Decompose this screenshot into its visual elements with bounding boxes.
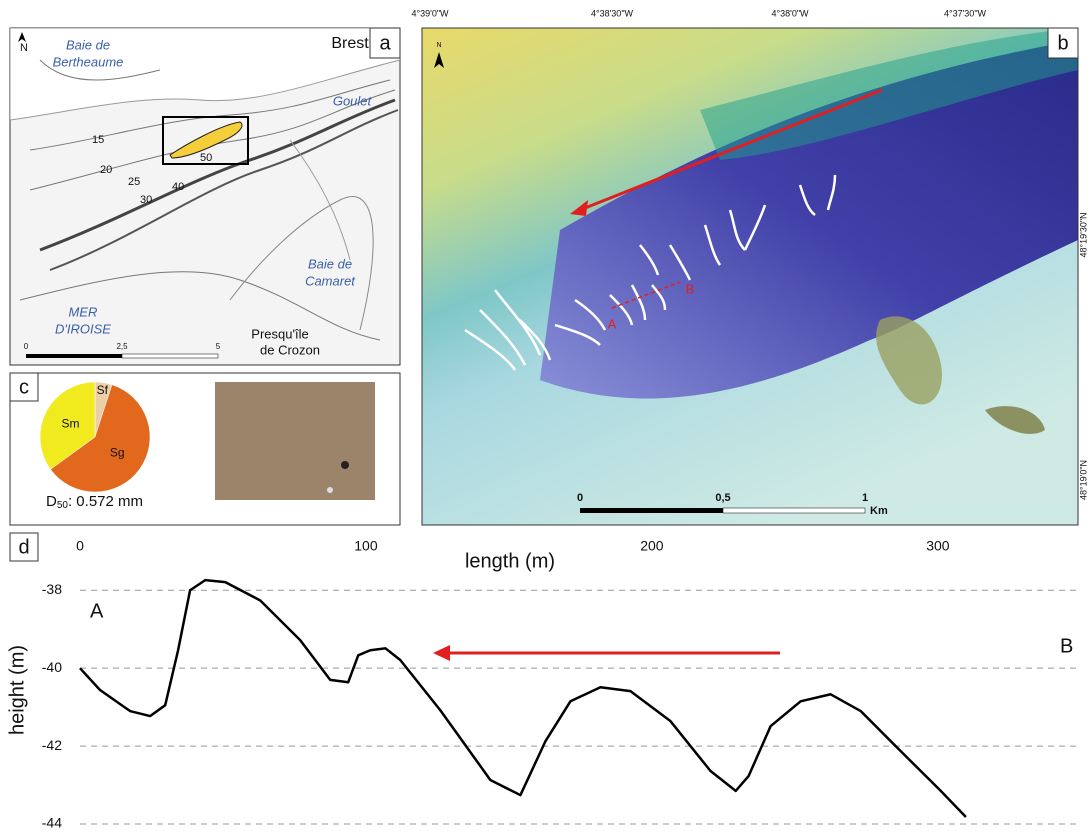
depth-label: 50 <box>200 152 212 164</box>
profile-line <box>80 580 966 817</box>
scale-label: 5 <box>216 342 221 351</box>
pie-label: Sf <box>97 383 109 397</box>
line-chart: 0 100 200 300 -38 -40 -42 -44 length (m) height (… <box>6 538 1078 831</box>
longitude-label: 4°38'30"W <box>591 8 634 18</box>
x-tick-label: 300 <box>926 538 950 554</box>
d50-subscript: 50 <box>57 500 69 511</box>
north-label: N <box>20 42 28 54</box>
sediment-grain <box>341 461 349 469</box>
depth-label: 30 <box>140 194 152 206</box>
place-label: Baie de <box>66 37 110 52</box>
profile-label: A <box>608 316 617 331</box>
place-label: de Crozon <box>260 342 320 357</box>
panel-d: d 0 100 200 300 -38 -40 -42 -44 length (m) height… <box>6 533 1078 831</box>
scale-unit: Km <box>870 505 888 517</box>
panel-a: a Brest N Baie de Bertheaume Goulet MER … <box>10 28 400 365</box>
profile-end: B <box>1060 635 1073 657</box>
pie-label: Sg <box>110 445 125 459</box>
pie-chart: Sf Sg Sm <box>40 382 150 492</box>
sediment-texture <box>215 382 375 500</box>
scale-bar <box>122 354 218 358</box>
profile-label: B <box>686 281 695 296</box>
latitude-label: 48°19'0"N <box>1078 460 1088 500</box>
panel-b: b N A B 4°39'0"W 4°38'30"W 4°38'0"W 4°37… <box>411 8 1088 525</box>
place-label: Baie de <box>308 256 352 271</box>
x-tick-label: 100 <box>354 538 378 554</box>
scale-label: 0 <box>24 342 29 351</box>
place-label: D'IROISE <box>55 321 111 336</box>
place-label: Camaret <box>305 273 356 288</box>
x-tick-label: 200 <box>640 538 664 554</box>
body: {"panel_a": {"label": "a", "city": "Bres… <box>0 0 1090 834</box>
panel-label: b <box>1057 32 1068 54</box>
depth-label: 20 <box>100 164 112 176</box>
d50-value: : 0.572 mm <box>68 493 143 510</box>
page: Figure body { margin: 0; background: #ff… <box>0 0 1090 834</box>
flow-arrow-head <box>433 645 450 661</box>
longitude-label: 4°37'30"W <box>944 8 987 18</box>
panel-c: c Sf Sg Sm D50: 0.572 mm <box>10 373 400 525</box>
scale-bar <box>26 354 122 358</box>
panel-label: c <box>19 376 29 398</box>
depth-label: 15 <box>92 134 104 146</box>
y-tick-label: -42 <box>42 737 62 753</box>
place-label: Bertheaume <box>53 54 124 69</box>
place-label: Presqu'île <box>251 326 308 341</box>
y-axis-title: height (m) <box>6 645 28 735</box>
sediment-grain <box>327 487 333 493</box>
panel-label: a <box>379 32 391 54</box>
scale-label: 0,5 <box>715 492 730 504</box>
figure: a Brest N Baie de Bertheaume Goulet MER … <box>0 0 1090 834</box>
pie-label: Sm <box>61 417 79 431</box>
longitude-label: 4°38'0"W <box>771 8 809 18</box>
panel-label: d <box>18 536 29 558</box>
scale-label: 2,5 <box>116 342 128 351</box>
d50-symbol: D <box>46 493 57 510</box>
depth-label: 25 <box>128 176 140 188</box>
depth-label: 40 <box>172 181 184 193</box>
scale-bar <box>723 508 865 513</box>
y-tick-label: -38 <box>42 581 62 597</box>
scale-label: 1 <box>862 492 868 504</box>
longitude-label: 4°39'0"W <box>411 8 449 18</box>
y-tick-label: -40 <box>42 659 62 675</box>
scale-bar <box>580 508 723 513</box>
place-label: Goulet <box>333 93 373 108</box>
north-label: N <box>436 42 441 49</box>
scale-label: 0 <box>577 492 583 504</box>
profile-start: A <box>90 600 104 622</box>
y-tick-label: -44 <box>42 815 62 831</box>
x-tick-label: 0 <box>76 538 84 554</box>
place-label: Brest <box>331 35 369 52</box>
latitude-label: 48°19'30"N <box>1078 212 1088 257</box>
place-label: MER <box>69 304 98 319</box>
x-axis-title: length (m) <box>465 550 555 572</box>
